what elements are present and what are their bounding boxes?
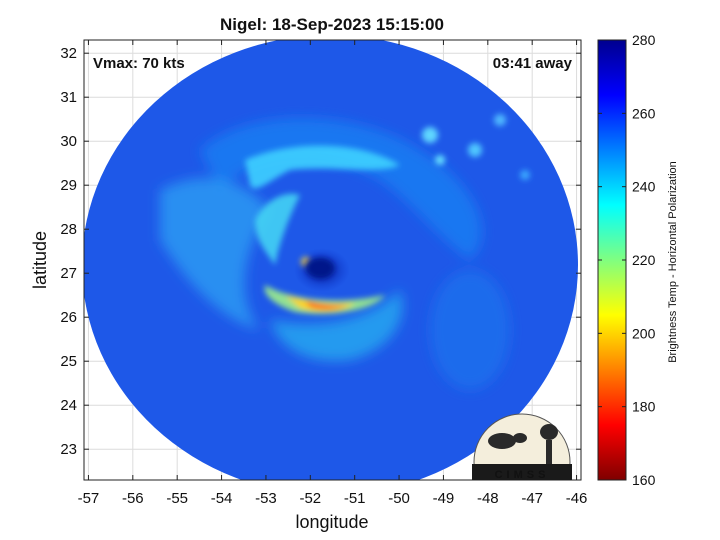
x-tick-label: -52 [299, 490, 321, 507]
microwave-swath [84, 40, 578, 480]
logo-dish [488, 433, 516, 449]
inner-rainband-north [245, 145, 400, 189]
y-tick-label: 31 [60, 89, 77, 106]
colorbar-ticks: 280 260 240 220 200 180 160 [598, 32, 656, 488]
x-tick-label: -49 [433, 490, 455, 507]
x-tick-label: -46 [566, 490, 588, 507]
x-tick-label: -53 [255, 490, 277, 507]
map-plot-area: -57 -56 -55 -54 -53 -52 -51 -50 -49 -48 -47 -46 32 31… [60, 39, 587, 507]
logo-tower-tank [540, 424, 558, 440]
colorbar-tick-label: 240 [632, 179, 656, 195]
y-tick-label: 30 [60, 133, 77, 150]
y-tick-label: 28 [60, 221, 77, 238]
eyewall-south [264, 285, 385, 315]
y-tick-label: 26 [60, 309, 77, 326]
x-tick-label: -48 [477, 490, 499, 507]
x-tick-label: -54 [211, 490, 233, 507]
x-tick-label: -55 [166, 490, 188, 507]
inner-rainband-west [255, 193, 300, 265]
y-tick-label: 23 [60, 441, 77, 458]
convective-cell [422, 127, 438, 143]
eyewall-max [305, 300, 348, 310]
colorbar-label: Brightness Temp - Horizontal Polarizatio… [667, 161, 679, 363]
y-tick-label: 27 [60, 265, 77, 282]
southern-band [270, 290, 403, 361]
y-tick-label: 29 [60, 177, 77, 194]
logo-banner [472, 464, 572, 480]
x-axis-label: longitude [295, 512, 368, 532]
y-axis-label: latitude [30, 231, 50, 289]
logo-tower [546, 440, 552, 464]
colorbar-tick-label: 260 [632, 105, 656, 121]
colorbar-tick-label: 160 [632, 472, 656, 488]
colorbar-tick-label: 280 [632, 32, 656, 48]
plot-frame [83, 39, 582, 481]
vmax-label: Vmax: 70 kts [93, 55, 185, 72]
colorbar-tick-label: 180 [632, 399, 656, 415]
convective-cell [435, 155, 445, 165]
colorbar-tick-label: 220 [632, 252, 656, 268]
convective-cell [468, 143, 482, 157]
x-tick-label: -57 [78, 490, 100, 507]
time-away-label: 03:41 away [493, 55, 573, 72]
x-tick-label: -50 [388, 490, 410, 507]
axis-ticks: -57 -56 -55 -54 -53 -52 -51 -50 -49 -48 -47 -46 32 31… [60, 40, 587, 507]
eye-inner [306, 258, 334, 278]
colorbar-tick-label: 200 [632, 325, 656, 341]
y-tick-label: 32 [60, 45, 77, 62]
x-tick-label: -47 [521, 490, 543, 507]
chart-title: Nigel: 18-Sep-2023 15:15:00 [220, 15, 444, 34]
logo-dish-small [513, 433, 527, 443]
eastern-band [430, 270, 510, 390]
y-tick-label: 24 [60, 397, 77, 414]
colorbar-gradient [597, 39, 627, 481]
convective-cell [494, 114, 506, 126]
western-band [160, 178, 270, 330]
x-tick-label: -51 [344, 490, 366, 507]
cimss-logo: CIMSS [472, 413, 572, 481]
convective-cell [520, 170, 530, 180]
x-tick-label: -56 [122, 490, 144, 507]
y-tick-label: 25 [60, 353, 77, 370]
logo-text: CIMSS [495, 469, 550, 481]
colorbar: 280 260 240 220 200 180 160 Brightness Temp - … [597, 32, 679, 488]
